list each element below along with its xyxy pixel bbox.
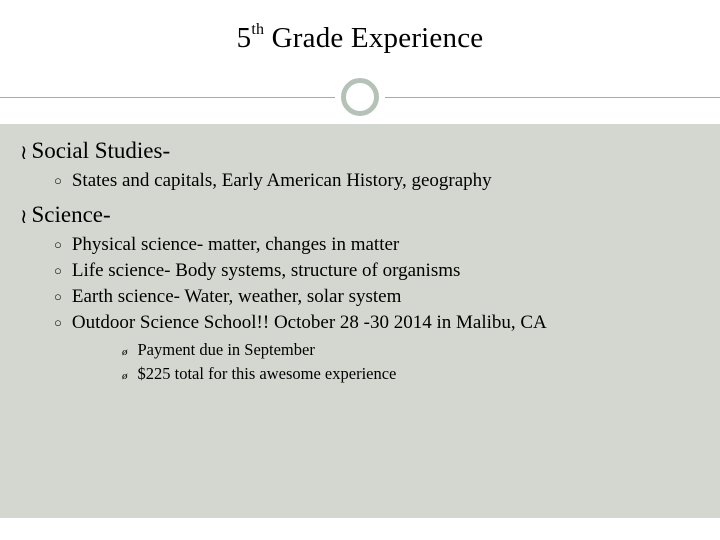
- section-heading-text: Science-: [32, 202, 701, 228]
- list-item-text: Life science- Body systems, structure of…: [72, 260, 700, 282]
- list-item-text: Outdoor Science School!! October 28 -30 …: [72, 312, 700, 334]
- bullet-lvl2-icon: ○: [54, 289, 62, 305]
- divider-line-right: [385, 97, 720, 98]
- title-pre: 5: [237, 22, 252, 54]
- bullet-lvl2-icon: ○: [54, 173, 62, 189]
- bullet-lvl3-icon: ø: [122, 346, 128, 358]
- section-heading: ≀ Social Studies-: [20, 138, 700, 164]
- list-item: ○ Life science- Body systems, structure …: [54, 260, 700, 282]
- bullet-lvl1-icon: ≀: [20, 204, 28, 229]
- bullet-lvl3-icon: ø: [122, 370, 128, 382]
- bullet-lvl2-icon: ○: [54, 237, 62, 253]
- bullet-lvl1-icon: ≀: [20, 140, 28, 165]
- list-item: ○ Physical science- matter, changes in m…: [54, 234, 700, 256]
- section-items: ○ States and capitals, Early American Hi…: [20, 170, 700, 192]
- slide: 5th Grade Experience ≀ Social Studies- ○…: [0, 0, 720, 540]
- circle-icon: [341, 78, 379, 116]
- sub-list-item-text: $225 total for this awesome experience: [138, 364, 701, 384]
- section-heading: ≀ Science-: [20, 202, 700, 228]
- title-area: 5th Grade Experience: [0, 0, 720, 55]
- list-item-text: Earth science- Water, weather, solar sys…: [72, 286, 700, 308]
- title-sup: th: [251, 21, 264, 38]
- content-area: ≀ Social Studies- ○ States and capitals,…: [0, 124, 720, 394]
- list-item-text: States and capitals, Early American Hist…: [72, 170, 700, 192]
- sub-items: ø Payment due in September ø $225 total …: [54, 340, 700, 384]
- sub-list-item-text: Payment due in September: [138, 340, 701, 360]
- title-post: Grade Experience: [264, 22, 483, 54]
- sub-list-item: ø Payment due in September: [122, 340, 700, 360]
- bullet-lvl2-icon: ○: [54, 263, 62, 279]
- bullet-lvl2-icon: ○: [54, 315, 62, 331]
- sub-list-item: ø $225 total for this awesome experience: [122, 364, 700, 384]
- section-items: ○ Physical science- matter, changes in m…: [20, 234, 700, 384]
- list-item-text: Physical science- matter, changes in mat…: [72, 234, 700, 256]
- list-item: ○ States and capitals, Early American Hi…: [54, 170, 700, 192]
- list-item: ○ Outdoor Science School!! October 28 -3…: [54, 312, 700, 334]
- section-heading-text: Social Studies-: [32, 138, 701, 164]
- divider-line-left: [0, 97, 335, 98]
- list-item: ○ Earth science- Water, weather, solar s…: [54, 286, 700, 308]
- page-title: 5th Grade Experience: [0, 22, 720, 55]
- divider-ornament: [0, 78, 720, 118]
